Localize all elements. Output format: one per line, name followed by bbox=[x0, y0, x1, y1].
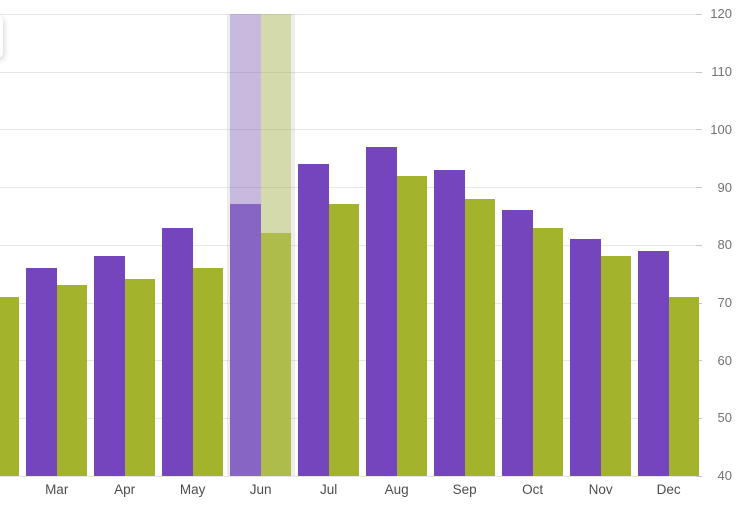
y-axis-label-80: 80 bbox=[717, 237, 732, 253]
y-axis-tick-100 bbox=[696, 129, 702, 131]
gridline-120 bbox=[0, 13, 701, 15]
x-axis-label-mar: Mar bbox=[45, 482, 69, 497]
bar-purple-sep[interactable] bbox=[434, 169, 465, 476]
gridline-40 bbox=[0, 475, 701, 477]
bar-purple-apr[interactable] bbox=[94, 256, 125, 476]
bar-purple-oct[interactable] bbox=[502, 210, 533, 476]
x-axis-label-apr: Apr bbox=[114, 482, 136, 497]
bar-green-jun[interactable] bbox=[260, 233, 292, 476]
y-axis-label-50: 50 bbox=[717, 410, 732, 426]
x-axis-label-aug: Aug bbox=[384, 482, 409, 497]
y-axis-label-40: 40 bbox=[717, 468, 732, 484]
x-axis-label-oct: Oct bbox=[522, 482, 544, 497]
bar-purple-dec[interactable] bbox=[638, 250, 669, 476]
gridline-100 bbox=[0, 129, 701, 131]
x-axis-label-jul: Jul bbox=[320, 482, 338, 497]
bar-green-clipped[interactable] bbox=[0, 296, 20, 476]
y-axis-label-70: 70 bbox=[717, 295, 732, 311]
bar-purple-nov[interactable] bbox=[570, 239, 601, 476]
bar-green-may[interactable] bbox=[192, 267, 224, 476]
bar-green-dec[interactable] bbox=[668, 296, 700, 476]
bar-green-apr[interactable] bbox=[124, 279, 156, 476]
bar-purple-mar[interactable] bbox=[26, 267, 57, 476]
bar-green-nov[interactable] bbox=[600, 256, 632, 476]
y-axis-label-120: 120 bbox=[710, 6, 732, 22]
y-axis-tick-120 bbox=[696, 13, 702, 15]
bar-purple-jul[interactable] bbox=[298, 164, 329, 476]
bar-green-oct[interactable] bbox=[532, 227, 564, 476]
bar-purple-may[interactable] bbox=[162, 227, 193, 476]
y-axis-label-100: 100 bbox=[710, 121, 732, 137]
bar-green-jul[interactable] bbox=[328, 204, 360, 476]
x-axis-label-sep: Sep bbox=[452, 482, 477, 497]
x-axis-label-jun: Jun bbox=[249, 482, 272, 497]
x-axis-label-dec: Dec bbox=[656, 482, 681, 497]
y-axis-tick-40 bbox=[696, 475, 702, 477]
bar-purple-aug[interactable] bbox=[366, 146, 397, 476]
bar-purple-jun[interactable] bbox=[230, 204, 261, 476]
y-axis-tick-110 bbox=[696, 71, 702, 73]
y-axis-label-90: 90 bbox=[717, 179, 732, 195]
bar-green-mar[interactable] bbox=[56, 285, 88, 476]
gridline-90 bbox=[0, 187, 701, 189]
y-axis-label-60: 60 bbox=[717, 352, 732, 368]
gridline-110 bbox=[0, 71, 701, 73]
y-axis-tick-90 bbox=[696, 187, 702, 189]
x-axis-label-may: May bbox=[179, 482, 206, 497]
x-axis-label-nov: Nov bbox=[588, 482, 613, 497]
y-axis-label-110: 110 bbox=[711, 64, 732, 80]
y-axis-tick-80 bbox=[696, 244, 702, 246]
bar-green-aug[interactable] bbox=[396, 175, 428, 476]
bar-green-sep[interactable] bbox=[464, 198, 496, 476]
tooltip-edge bbox=[0, 16, 3, 58]
